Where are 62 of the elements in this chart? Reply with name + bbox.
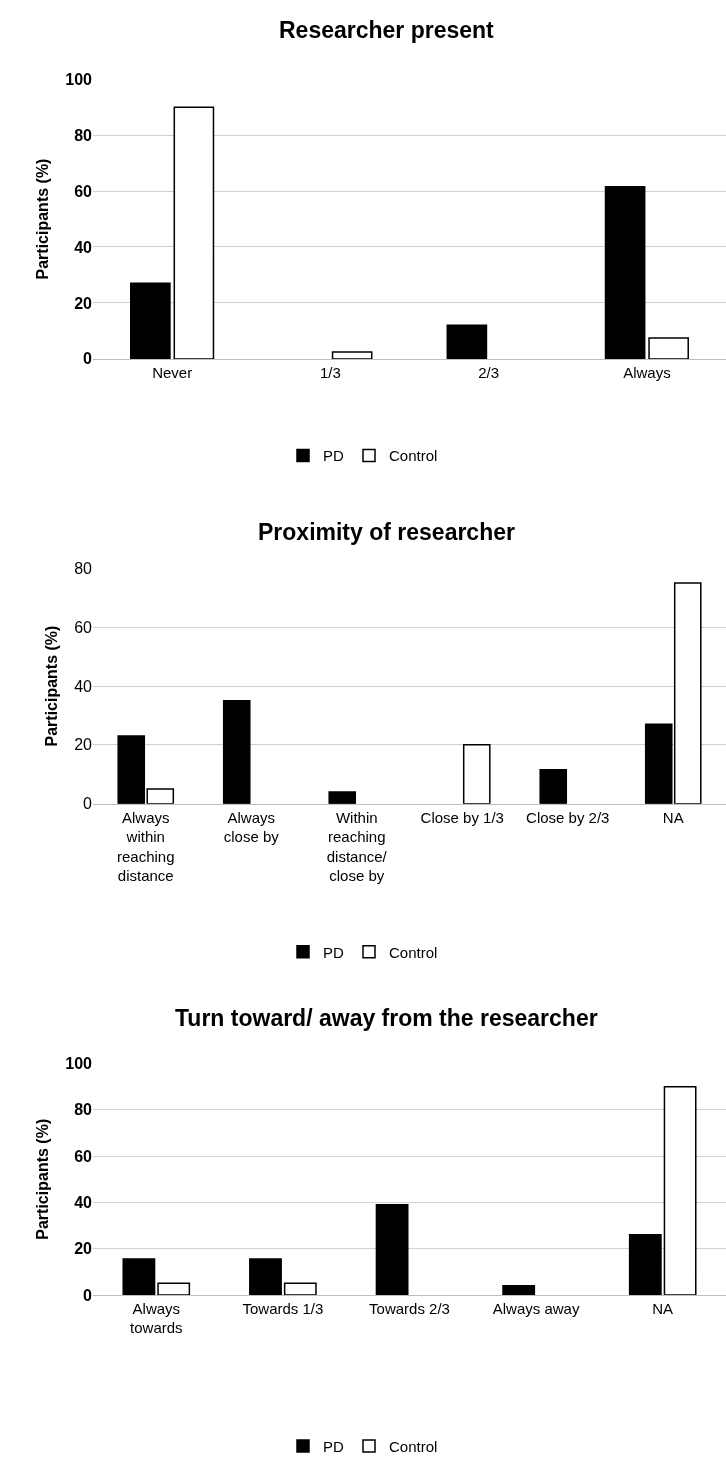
- bar: [502, 1284, 536, 1295]
- bar: [462, 744, 491, 804]
- y-axis-title: Participants (%): [34, 158, 52, 280]
- bar: [173, 106, 215, 359]
- legend-label: PD: [323, 943, 344, 961]
- chart-title: Proximity of researcher: [258, 519, 515, 545]
- bar: [328, 791, 357, 804]
- legend-label: Control: [389, 447, 438, 465]
- x-tick-label: Always within reaching distance: [116, 808, 175, 885]
- bar: [283, 1282, 317, 1295]
- y-tick-label: 40: [74, 238, 93, 256]
- bar: [249, 1258, 282, 1295]
- y-tick-label: 80: [74, 560, 93, 578]
- x-tick-label: Always towards: [130, 1299, 183, 1337]
- legend-label: Control: [389, 943, 438, 961]
- y-tick-label: 20: [74, 1240, 93, 1258]
- legend-label: Control: [389, 1437, 438, 1455]
- chart-title: Turn toward/ away from the researcher: [175, 1005, 598, 1031]
- y-tick-label: 80: [74, 126, 93, 144]
- bar: [663, 1086, 697, 1295]
- bar: [539, 769, 568, 804]
- x-tick-label: 2/3: [478, 363, 500, 381]
- bar: [222, 699, 251, 804]
- y-tick-label: 0: [83, 350, 93, 368]
- x-tick-label: NA: [662, 808, 684, 826]
- x-tick-label: NA: [652, 1299, 674, 1317]
- x-tick-label: Close by 1/3: [420, 808, 504, 826]
- y-tick-label: 60: [74, 182, 93, 200]
- y-tick-label: 0: [83, 1286, 93, 1304]
- y-tick-label: 60: [74, 1147, 93, 1165]
- y-tick-label: 60: [74, 618, 93, 636]
- x-tick-label: Never: [152, 363, 193, 381]
- bar: [648, 337, 689, 359]
- y-tick-label: 20: [74, 736, 93, 754]
- y-tick-label: 20: [74, 294, 93, 312]
- bar: [604, 186, 646, 359]
- y-axis-title: Participants (%): [34, 1118, 52, 1240]
- bar: [157, 1282, 191, 1295]
- bar: [628, 1234, 662, 1295]
- y-axis-title: Participants (%): [43, 625, 61, 747]
- legend-label: PD: [323, 1437, 344, 1455]
- x-tick-label: 1/3: [319, 363, 341, 381]
- x-tick-label: Within reaching distance/ close by: [326, 808, 388, 885]
- x-tick-label: Towards 2/3: [369, 1299, 450, 1317]
- x-tick-label: Always: [623, 363, 671, 381]
- y-tick-label: 100: [65, 70, 93, 88]
- bar: [375, 1203, 409, 1295]
- x-tick-label: Towards 1/3: [242, 1299, 324, 1317]
- x-tick-label: Close by 2/3: [526, 808, 610, 826]
- bar: [446, 324, 488, 359]
- y-tick-label: 40: [74, 677, 93, 695]
- y-tick-label: 40: [74, 1193, 93, 1211]
- legend-label: PD: [323, 447, 344, 465]
- x-tick-label: Always close by: [223, 808, 280, 846]
- bar: [130, 282, 171, 359]
- y-tick-label: 80: [74, 1101, 93, 1119]
- y-tick-label: 0: [83, 795, 93, 813]
- y-tick-label: 100: [65, 1055, 93, 1073]
- x-tick-label: Always away: [492, 1299, 580, 1317]
- bar: [331, 351, 373, 359]
- chart-title: Researcher present: [279, 17, 495, 43]
- bar: [122, 1258, 156, 1295]
